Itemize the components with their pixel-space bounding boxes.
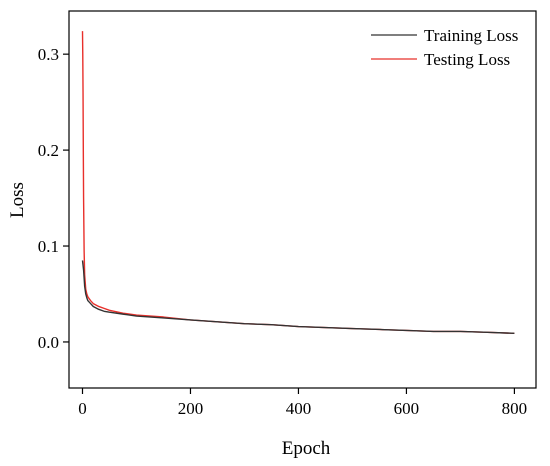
legend-label-training: Training Loss <box>424 26 518 45</box>
y-tick-label: 0.1 <box>38 237 59 256</box>
x-tick-label: 0 <box>78 399 87 418</box>
x-tick-label: 200 <box>178 399 204 418</box>
y-tick-label: 0.0 <box>38 333 59 352</box>
x-axis-title: Epoch <box>282 438 331 459</box>
legend-label-testing: Testing Loss <box>424 50 510 69</box>
training-loss-line <box>81 260 515 335</box>
series-lines <box>81 31 515 335</box>
x-tick-label: 400 <box>286 399 312 418</box>
x-tick-label: 800 <box>502 399 528 418</box>
y-tick-label: 0.3 <box>38 45 59 64</box>
y-tick-label: 0.2 <box>38 141 59 160</box>
plot-frame <box>68 10 537 389</box>
y-axis-title: Loss <box>7 182 28 218</box>
axis-ticks: 0 200 400 600 800 0.0 0.1 0.2 0.3 <box>38 45 527 418</box>
testing-loss-line <box>81 31 515 335</box>
legend: Training Loss Testing Loss <box>371 26 518 69</box>
x-tick-label: 600 <box>394 399 420 418</box>
